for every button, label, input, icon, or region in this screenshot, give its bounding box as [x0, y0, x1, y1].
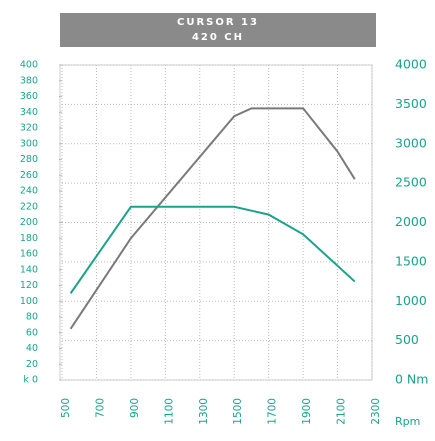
- x-tick-label: 1700: [267, 398, 279, 425]
- y-tick-label: 260: [20, 170, 38, 181]
- y-tick-label: 280: [20, 154, 38, 165]
- x-tick-label: 500: [60, 398, 72, 418]
- y-tick-label: 180: [20, 233, 38, 244]
- y-tick-label: 100: [20, 296, 38, 307]
- y2-tick-label: 3000: [395, 135, 427, 150]
- chart-title: CURSOR 13: [177, 17, 259, 28]
- y2-tick-label: 1000: [395, 293, 427, 308]
- x-axis-label: Rpm: [395, 415, 420, 428]
- y-tick-label: 120: [20, 280, 38, 291]
- y-tick-label: 380: [20, 75, 38, 86]
- y-tick-label: k 0: [23, 375, 38, 386]
- y2-tick-label: 2000: [395, 214, 427, 229]
- y-tick-label: 360: [20, 91, 38, 102]
- x-tick-label: 1500: [232, 398, 244, 425]
- header-band: [60, 13, 376, 47]
- y-tick-label: 80: [26, 312, 38, 323]
- x-tick-label: 1100: [163, 398, 175, 425]
- x-tick-label: 2300: [370, 398, 382, 425]
- x-tick-label: 2100: [336, 398, 348, 425]
- y-tick-label: 20: [26, 359, 38, 370]
- y-tick-label: 240: [20, 186, 38, 197]
- chart-subtitle: 420 CH: [192, 32, 244, 43]
- y2-tick-label: 500: [395, 332, 419, 347]
- y2-tick-label: 3500: [395, 96, 427, 111]
- y-tick-label: 320: [20, 123, 38, 134]
- y-tick-label: 60: [26, 327, 38, 338]
- y2-tick-label: 0 Nm: [395, 372, 428, 387]
- series-line: [69, 205, 356, 294]
- x-tick-label: 1900: [301, 398, 313, 425]
- y-tick-label: 40: [26, 343, 38, 354]
- y-tick-label: 300: [20, 138, 38, 149]
- x-tick-label: 700: [94, 398, 106, 418]
- y-tick-label: 140: [20, 264, 38, 275]
- y-tick-label: 340: [20, 107, 38, 118]
- y-tick-label: 220: [20, 201, 38, 212]
- y-tick-label: 160: [20, 249, 38, 260]
- y2-tick-label: 2500: [395, 175, 427, 190]
- y2-tick-label: 4000: [395, 57, 427, 72]
- x-tick-label: 900: [129, 398, 141, 418]
- x-tick-label: 1300: [198, 398, 210, 425]
- y-tick-label: 400: [20, 60, 38, 71]
- y-tick-label: 200: [20, 217, 38, 228]
- series-line: [69, 107, 356, 330]
- y2-tick-label: 1500: [395, 253, 427, 268]
